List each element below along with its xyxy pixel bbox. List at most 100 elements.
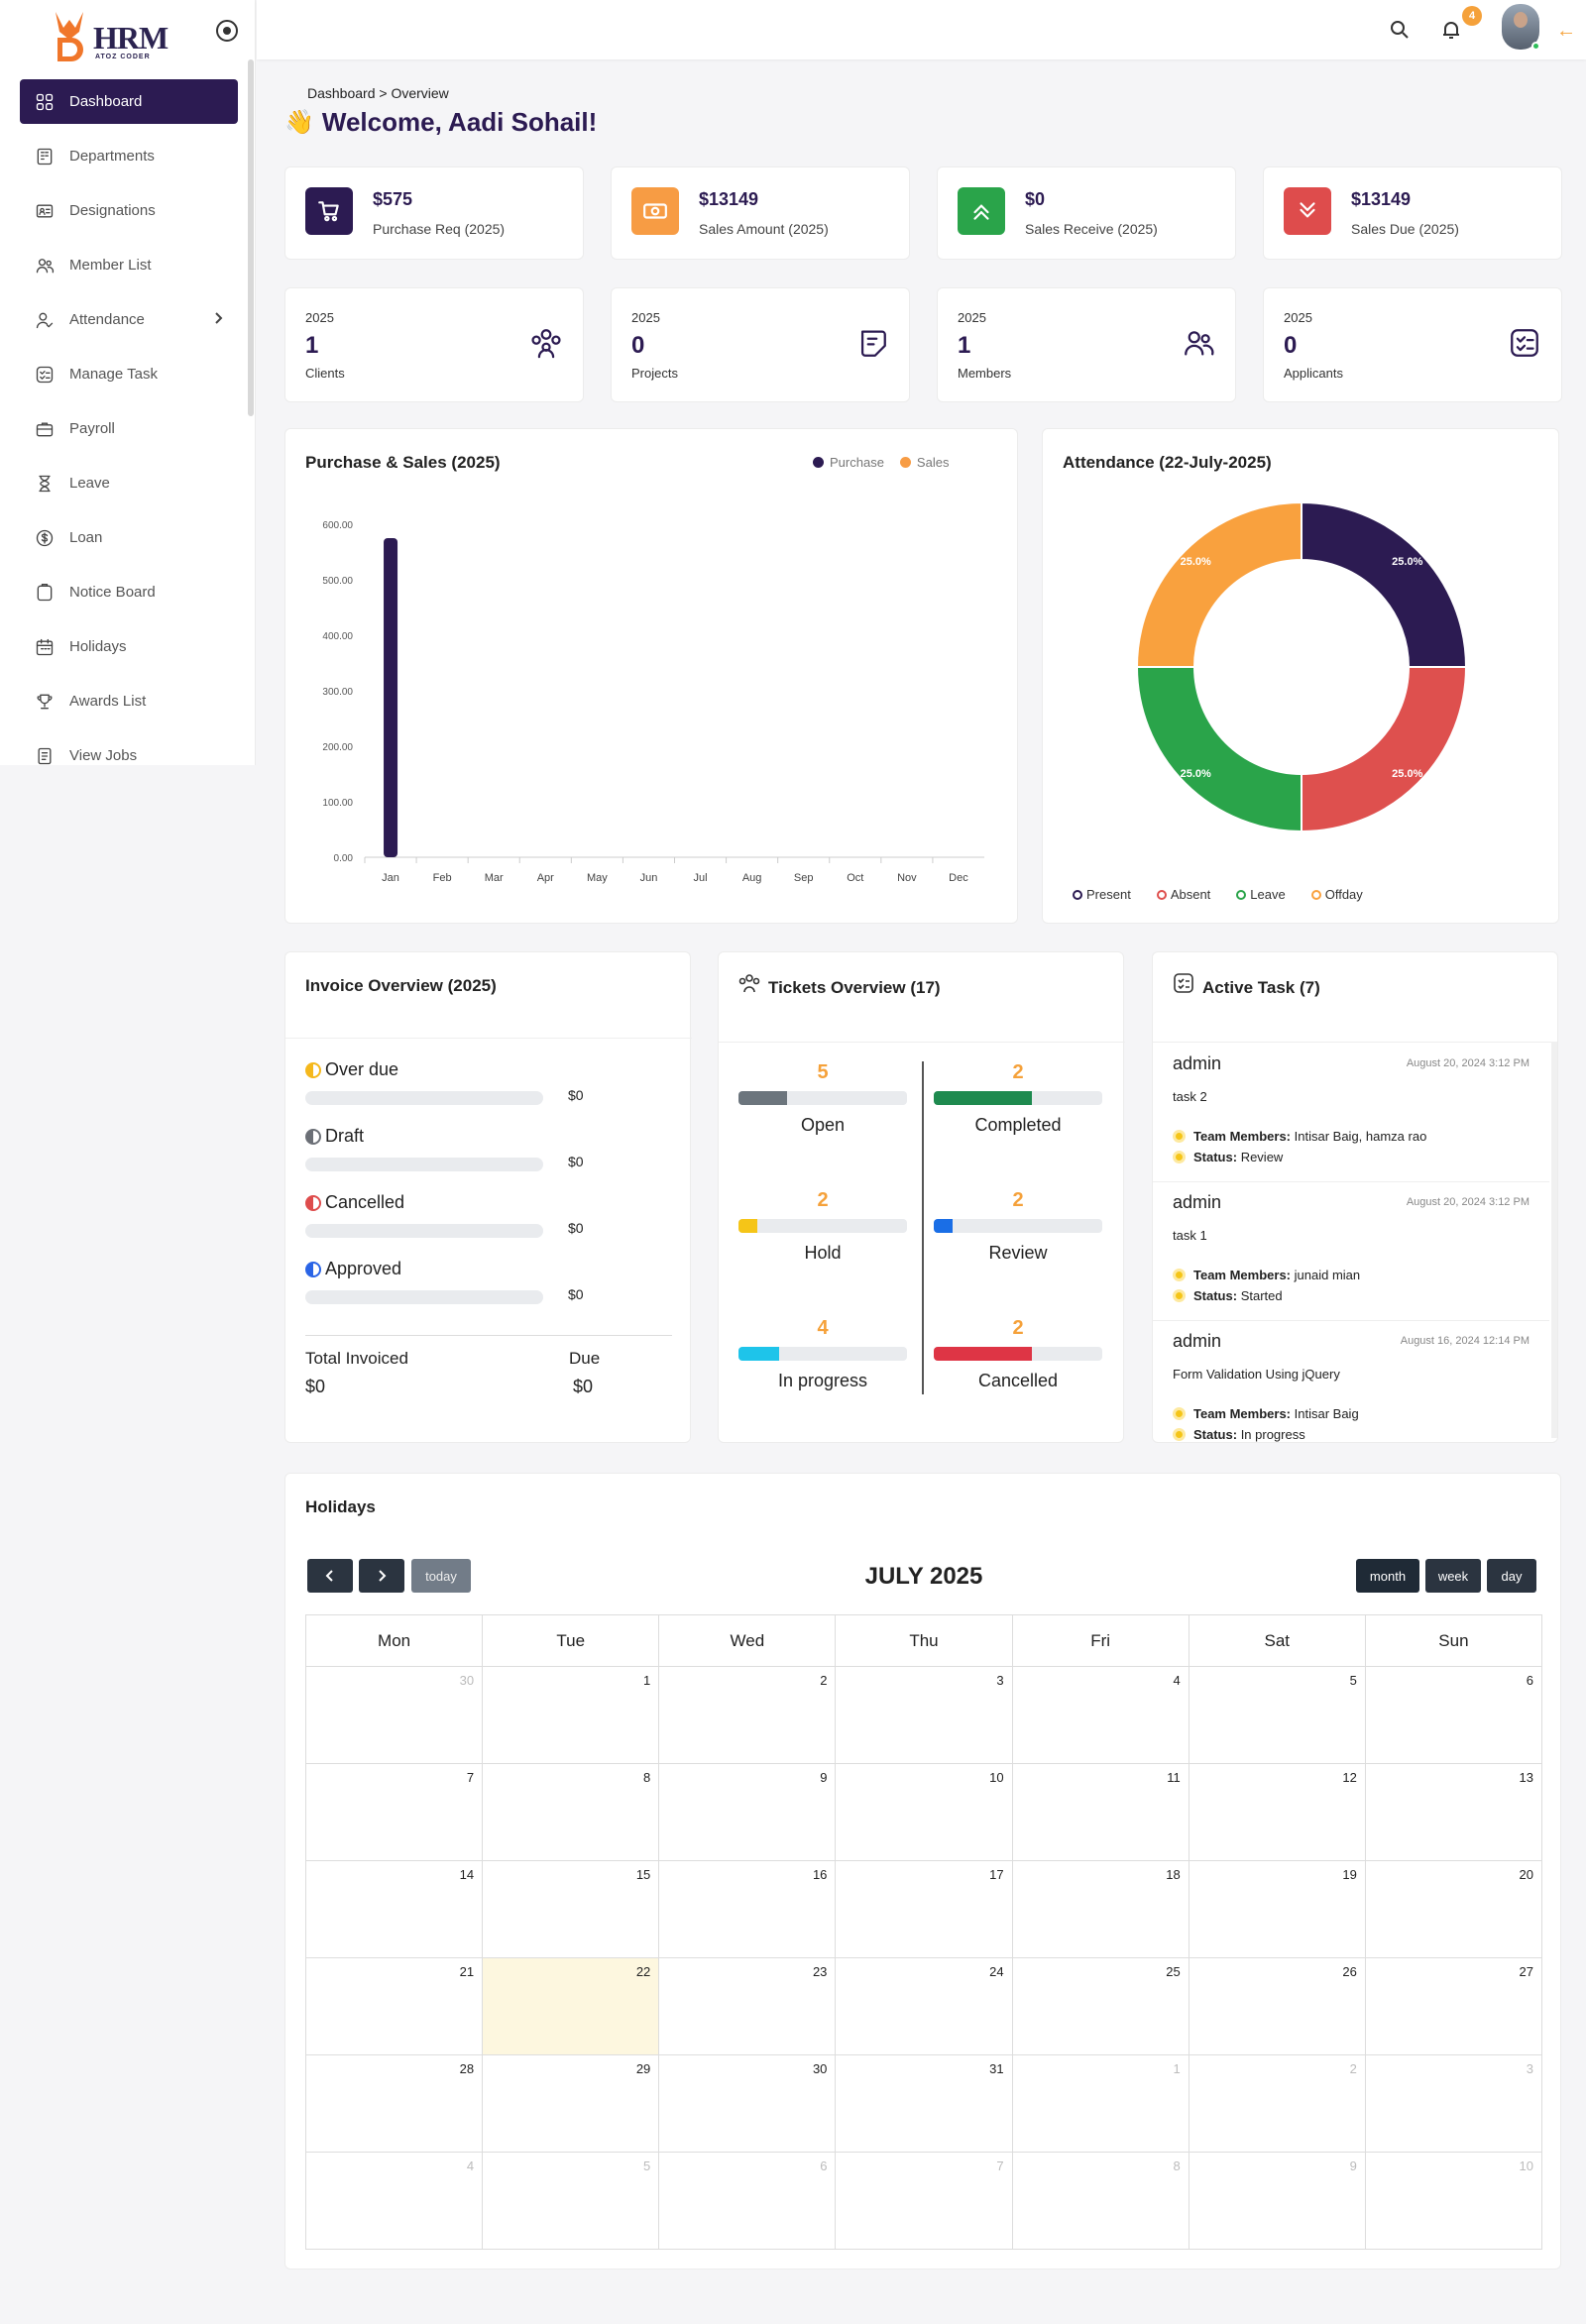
sidebar-item-awards-list[interactable]: Awards List: [20, 679, 238, 723]
stat-card[interactable]: $13149 Sales Amount (2025): [611, 166, 910, 260]
calendar-day[interactable]: 13: [1364, 1763, 1543, 1861]
calendar-day[interactable]: 15: [482, 1860, 660, 1958]
calendar-day[interactable]: 20: [1364, 1860, 1543, 1958]
calendar-day[interactable]: 7: [835, 2152, 1013, 2250]
slice-offday[interactable]: [1135, 500, 1303, 668]
calendar-day[interactable]: 19: [1188, 1860, 1366, 1958]
calendar-day[interactable]: 8: [1011, 2152, 1190, 2250]
calendar-day[interactable]: 18: [1011, 1860, 1190, 1958]
calendar-day[interactable]: 30: [658, 2054, 837, 2153]
count-card[interactable]: 2025 0 Applicants: [1263, 287, 1562, 402]
slice-leave[interactable]: [1135, 666, 1303, 833]
sidebar-item-manage-task[interactable]: Manage Task: [20, 352, 238, 396]
ticket-label-open[interactable]: Open: [800, 1115, 846, 1135]
calendar-day[interactable]: 23: [658, 1957, 837, 2055]
calendar-day[interactable]: 6: [658, 2152, 837, 2250]
sidebar-item-notice-board[interactable]: Notice Board: [20, 570, 238, 614]
search-icon[interactable]: [1388, 18, 1412, 42]
calendar-day[interactable]: 8: [482, 1763, 660, 1861]
calendar-day[interactable]: 4: [304, 2152, 484, 2250]
count-card[interactable]: 2025 1 Members: [937, 287, 1236, 402]
calendar-day[interactable]: 31: [835, 2054, 1013, 2153]
calendar-day[interactable]: 9: [658, 1763, 837, 1861]
calendar-day[interactable]: 7: [304, 1763, 484, 1861]
legend-absent[interactable]: Absent: [1156, 887, 1210, 902]
task-item[interactable]: admin August 16, 2024 12:14 PM Form Valida…: [1153, 1321, 1549, 1442]
count-card[interactable]: 2025 0 Projects: [611, 287, 910, 402]
calendar-day[interactable]: 11: [1011, 1763, 1190, 1861]
calendar-day[interactable]: 1: [482, 1666, 660, 1764]
stat-card[interactable]: $0 Sales Receive (2025): [937, 166, 1236, 260]
calendar-today-button[interactable]: today: [411, 1559, 471, 1593]
calendar-next-button[interactable]: [359, 1559, 404, 1593]
brand-logo[interactable]: HRM ATOZ CODER: [50, 8, 178, 63]
calendar-day[interactable]: 25: [1011, 1957, 1190, 2055]
calendar-day[interactable]: 30: [304, 1666, 484, 1764]
calendar-day[interactable]: 3: [835, 1666, 1013, 1764]
task-item[interactable]: admin August 20, 2024 3:12 PM task 1 Team M…: [1153, 1182, 1549, 1321]
sidebar-scrollbar[interactable]: [248, 59, 254, 416]
calendar-day[interactable]: 21: [304, 1957, 484, 2055]
calendar-prev-button[interactable]: [307, 1559, 353, 1593]
task-scrollbar[interactable]: [1551, 1042, 1557, 1438]
legend-sales[interactable]: Sales: [899, 455, 949, 470]
calendar-day[interactable]: 10: [835, 1763, 1013, 1861]
calendar-day[interactable]: 12: [1188, 1763, 1366, 1861]
count-year: 2025: [631, 310, 660, 325]
calendar-day[interactable]: 14: [304, 1860, 484, 1958]
legend-present[interactable]: Present: [1073, 887, 1131, 902]
calendar-day[interactable]: 4: [1011, 1666, 1190, 1764]
calendar-day[interactable]: 10: [1364, 2152, 1543, 2250]
sidebar-item-attendance[interactable]: Attendance: [20, 297, 238, 342]
sidebar-item-view-jobs[interactable]: View Jobs: [20, 733, 238, 778]
calendar-day[interactable]: 2: [658, 1666, 837, 1764]
legend-offday[interactable]: Offday: [1310, 887, 1363, 902]
calendar-day[interactable]: 3: [1364, 2054, 1543, 2153]
calendar-day[interactable]: 5: [482, 2152, 660, 2250]
arrow-left-icon[interactable]: ←: [1556, 20, 1576, 42]
calendar-day[interactable]: 5: [1188, 1666, 1366, 1764]
calendar-day-today[interactable]: 22: [482, 1957, 660, 2055]
calendar-day[interactable]: 27: [1364, 1957, 1543, 2055]
calendar-day[interactable]: 6: [1364, 1666, 1543, 1764]
ticket-label-hold[interactable]: Hold: [804, 1243, 842, 1263]
stat-card[interactable]: $13149 Sales Due (2025): [1263, 166, 1562, 260]
sidebar-item-departments[interactable]: Departments: [20, 134, 238, 178]
calendar-day[interactable]: 16: [658, 1860, 837, 1958]
ticket-label-in-progress[interactable]: In progress: [777, 1371, 868, 1390]
calendar-day[interactable]: 1: [1011, 2054, 1190, 2153]
slice-present[interactable]: [1301, 500, 1468, 668]
calendar-day[interactable]: 9: [1188, 2152, 1366, 2250]
ticket-count: 2: [1012, 1317, 1024, 1339]
sidebar-item-holidays[interactable]: Holidays: [20, 624, 238, 669]
stat-card[interactable]: $575 Purchase Req (2025): [284, 166, 584, 260]
ticket-label-cancelled[interactable]: Cancelled: [977, 1371, 1059, 1390]
calendar-view-day[interactable]: day: [1487, 1559, 1536, 1593]
bell-icon[interactable]: [1439, 18, 1463, 42]
slice-absent[interactable]: [1301, 666, 1468, 833]
legend-leave[interactable]: Leave: [1236, 887, 1286, 902]
sidebar-item-leave[interactable]: Leave: [20, 461, 238, 505]
group-icon: [529, 326, 563, 360]
calendar-view-week[interactable]: week: [1425, 1559, 1481, 1593]
legend-purchase[interactable]: Purchase: [813, 455, 884, 470]
calendar-day[interactable]: 24: [835, 1957, 1013, 2055]
task-item[interactable]: admin August 20, 2024 3:12 PM task 2 Team M…: [1153, 1044, 1549, 1182]
sidebar-toggle-icon[interactable]: [216, 20, 238, 42]
calendar-day[interactable]: 26: [1188, 1957, 1366, 2055]
sidebar-item-payroll[interactable]: Payroll: [20, 406, 238, 451]
calendar-day[interactable]: 17: [835, 1860, 1013, 1958]
calendar-day[interactable]: 29: [482, 2054, 660, 2153]
calendar-day[interactable]: 2: [1188, 2054, 1366, 2153]
ticket-label-completed[interactable]: Completed: [974, 1115, 1062, 1135]
calendar-view-month[interactable]: month: [1356, 1559, 1419, 1593]
ticket-label-review[interactable]: Review: [988, 1243, 1048, 1263]
count-card[interactable]: 2025 1 Clients: [284, 287, 584, 402]
bar-purchase-jan[interactable]: [384, 538, 398, 857]
sidebar-item-designations[interactable]: Designations: [20, 188, 238, 233]
calendar-day[interactable]: 28: [304, 2054, 484, 2153]
sidebar-item-member-list[interactable]: Member List: [20, 243, 238, 287]
sidebar-item-loan[interactable]: Loan: [20, 515, 238, 560]
y-tick-label: 400.00: [322, 631, 353, 642]
sidebar-item-dashboard[interactable]: Dashboard: [20, 79, 238, 124]
